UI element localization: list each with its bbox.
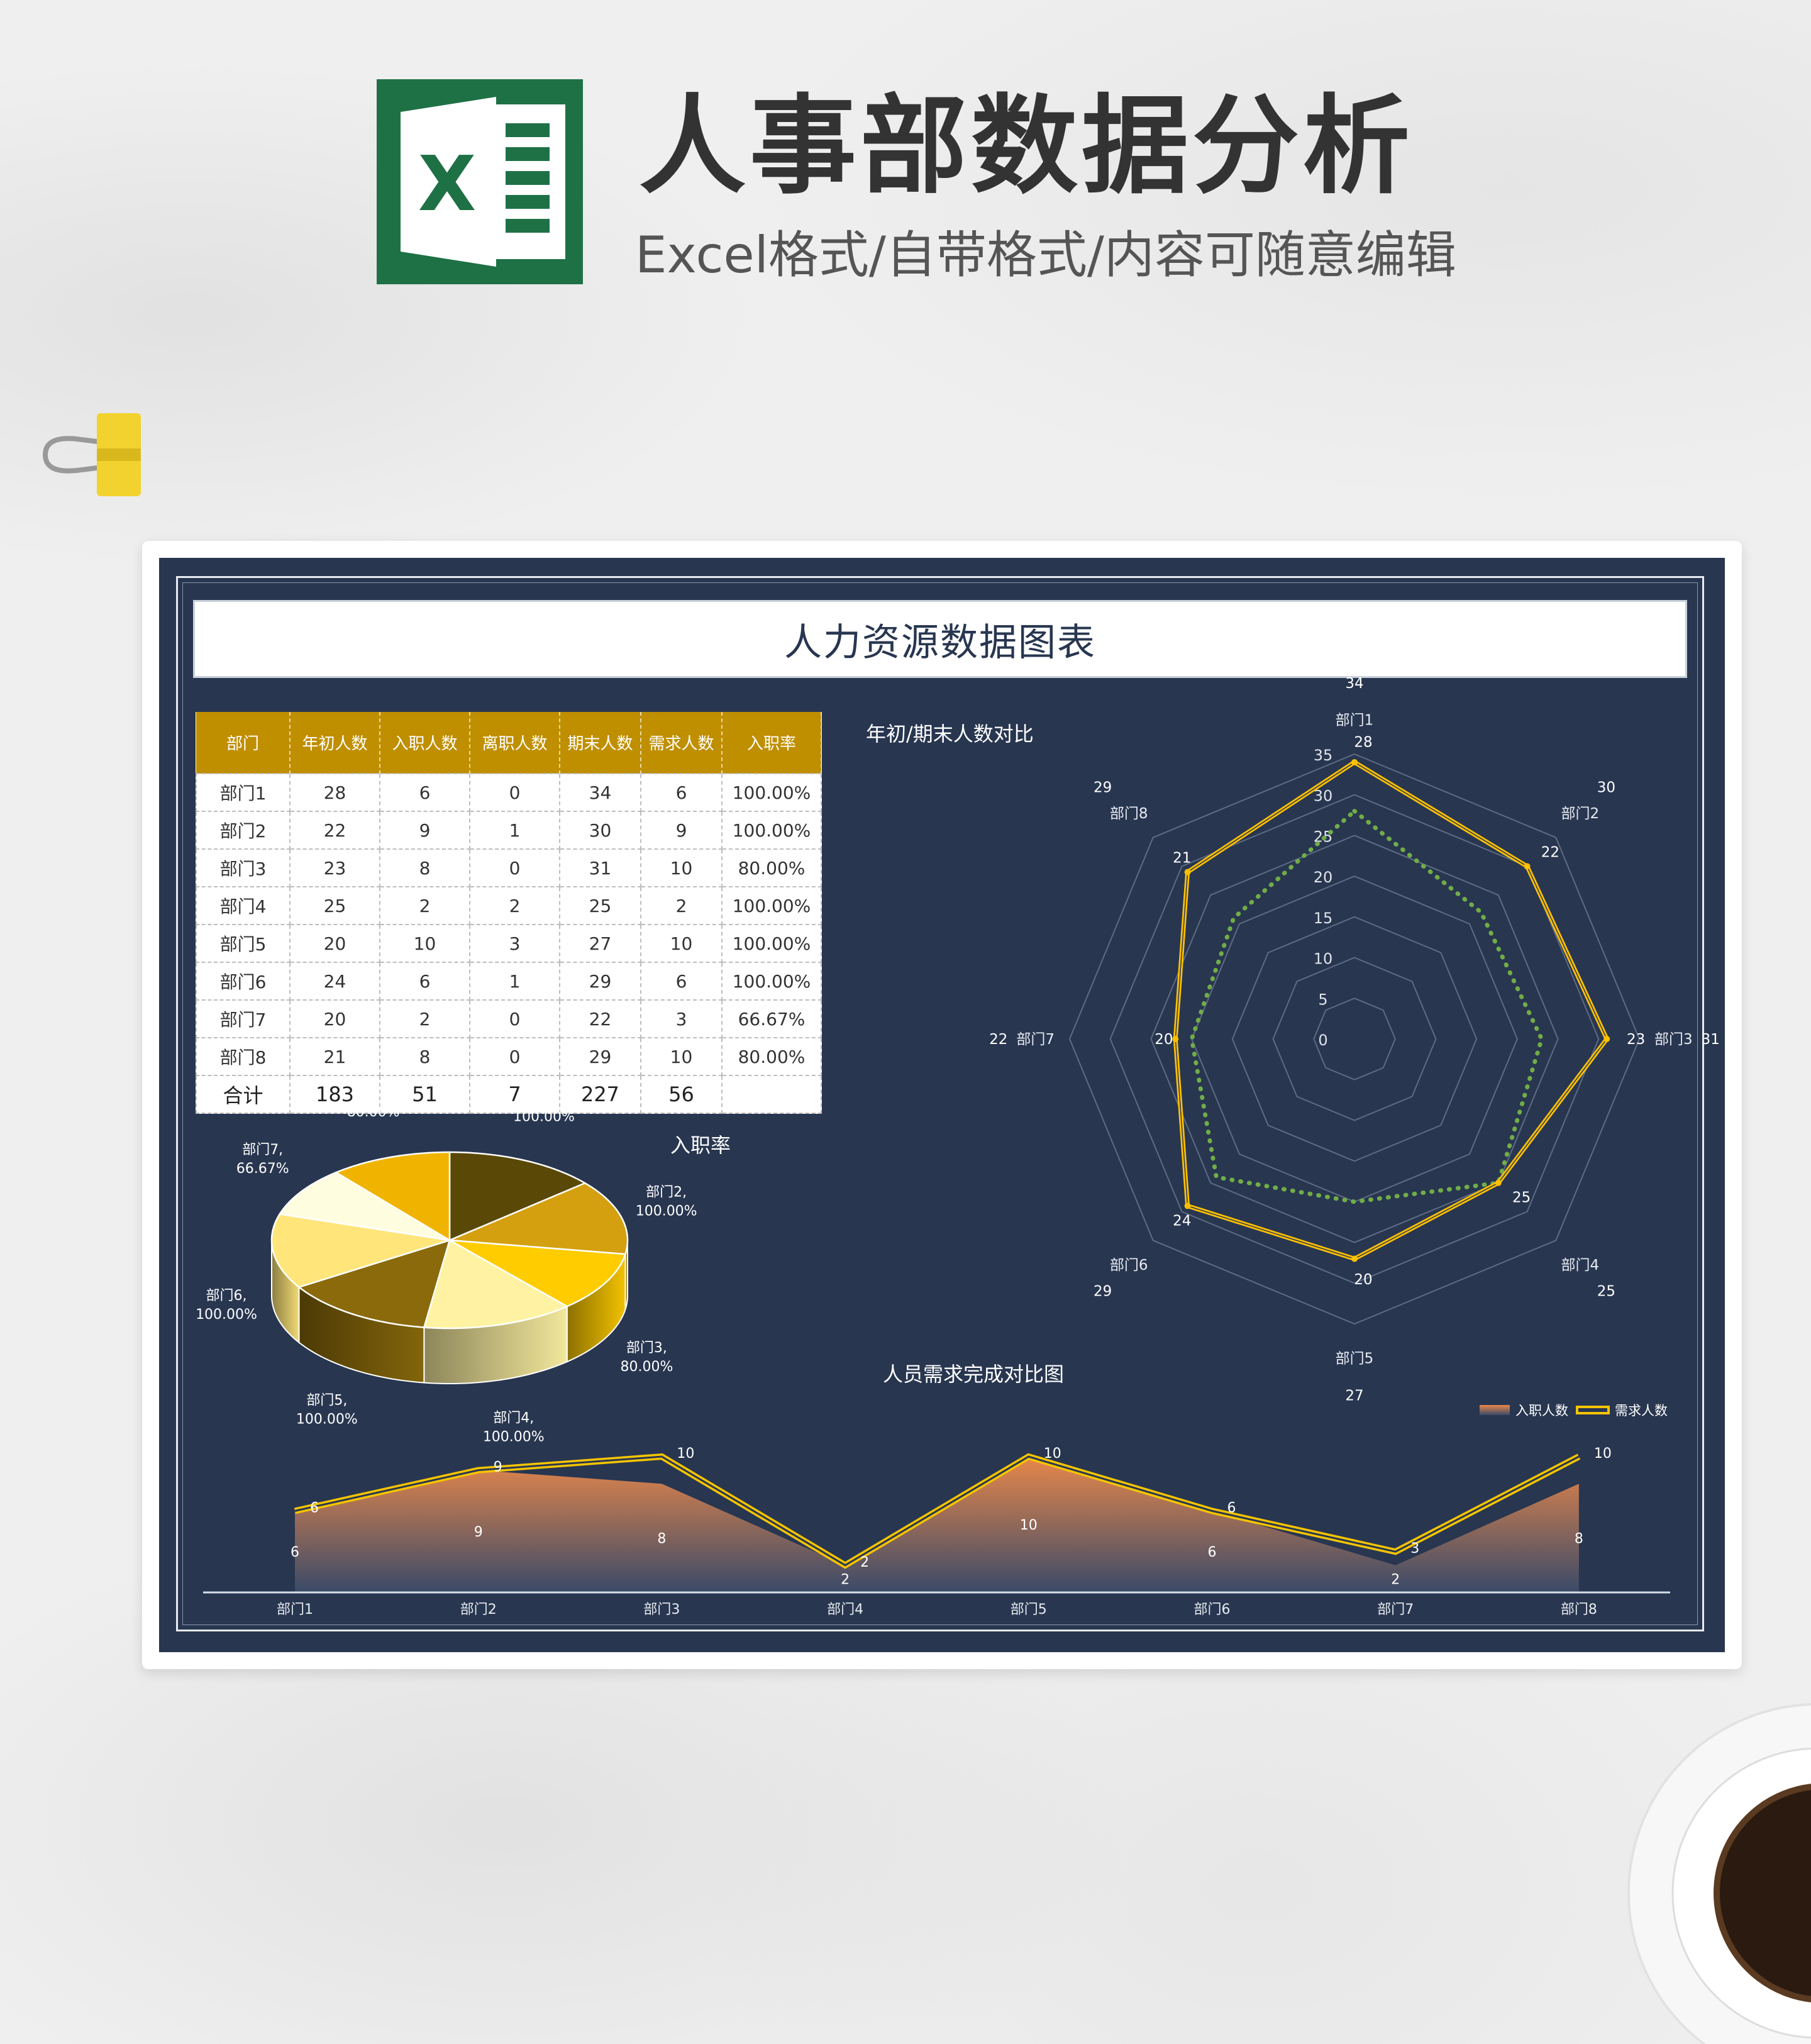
table-cell: 3 — [469, 924, 560, 963]
table-cell: 9 — [379, 811, 470, 850]
table-cell: 22 — [559, 999, 641, 1038]
total-cell: 合计 — [196, 1075, 291, 1114]
table-cell: 0 — [469, 999, 560, 1038]
table-cell: 6 — [640, 773, 723, 812]
table-row: 部门4 25 2 2 25 2 100.00% — [196, 886, 822, 925]
table-cell: 0 — [469, 848, 560, 887]
table-cell: 25 — [289, 886, 380, 925]
table-cell: 6 — [379, 962, 470, 1001]
table-row: 部门7 20 2 0 22 3 66.67% — [196, 999, 822, 1038]
table-cell: 100.00% — [721, 962, 822, 1001]
table-cell: 9 — [640, 811, 723, 850]
hr-data-table: 部门 年初人数 入职人数 离职人数 期末人数 需求人数 入职率 部门1 28 6 0 34 6 100.… — [196, 712, 822, 1114]
table-cell: 部门1 — [196, 773, 291, 812]
coffee-cup-icon — [1627, 1703, 1811, 2044]
table-cell: 部门4 — [196, 886, 291, 925]
total-cell: 227 — [559, 1075, 641, 1114]
table-cell: 0 — [469, 1037, 560, 1076]
table-cell: 10 — [379, 924, 470, 963]
binder-clip-icon — [43, 413, 141, 496]
table-cell: 100.00% — [721, 924, 822, 963]
table-row: 部门1 28 6 0 34 6 100.00% — [196, 773, 822, 812]
total-cell: 7 — [469, 1075, 560, 1114]
table-cell: 22 — [289, 811, 380, 850]
table-cell: 10 — [640, 848, 723, 887]
table-cell: 2 — [379, 886, 470, 925]
table-cell: 部门7 — [196, 999, 291, 1038]
table-cell: 6 — [379, 773, 470, 812]
table-cell: 25 — [559, 886, 641, 925]
total-cell — [721, 1075, 822, 1114]
column-header: 部门 — [196, 712, 291, 774]
column-header: 离职人数 — [470, 712, 560, 774]
total-cell: 51 — [379, 1075, 470, 1114]
column-header: 期末人数 — [560, 712, 641, 774]
total-cell: 183 — [289, 1075, 380, 1114]
table-total-row: 合计 183 51 7 227 56 — [196, 1075, 822, 1114]
column-header: 入职人数 — [380, 712, 470, 774]
table-cell: 2 — [379, 999, 470, 1038]
panel-border — [176, 576, 1704, 1631]
total-cell: 56 — [640, 1075, 723, 1114]
table-cell: 1 — [469, 811, 560, 850]
dashboard-title-box: 人力资源数据图表 — [193, 600, 1687, 678]
table-cell: 8 — [379, 1037, 470, 1076]
table-cell: 100.00% — [721, 886, 822, 925]
table-cell: 29 — [559, 1037, 641, 1076]
table-cell: 部门3 — [196, 848, 291, 887]
area-chart-title: 人员需求完成对比图 — [883, 1362, 1065, 1386]
table-header-row: 部门 年初人数 入职人数 离职人数 期末人数 需求人数 入职率 — [196, 712, 822, 774]
panel-border-inner — [182, 582, 1698, 1625]
table-cell: 10 — [640, 924, 723, 963]
table-cell: 2 — [640, 886, 723, 925]
table-row: 部门8 21 8 0 29 10 80.00% — [196, 1037, 822, 1076]
table-cell: 80.00% — [721, 1037, 822, 1076]
table-cell: 23 — [289, 848, 380, 887]
table-cell: 部门5 — [196, 924, 291, 963]
table-row: 部门3 23 8 0 31 10 80.00% — [196, 848, 822, 887]
table-cell: 100.00% — [721, 773, 822, 812]
table-cell: 24 — [289, 962, 380, 1001]
table-row: 部门6 24 6 1 29 6 100.00% — [196, 962, 822, 1001]
dashboard-title: 人力资源数据图表 — [784, 620, 1096, 665]
column-header: 入职率 — [722, 712, 822, 774]
table-cell: 10 — [640, 1037, 723, 1076]
table-cell: 1 — [469, 962, 560, 1001]
page-title: 人事部数据分析 — [639, 84, 1414, 209]
table-cell: 8 — [379, 848, 470, 887]
column-header: 年初人数 — [290, 712, 380, 774]
page-subtitle: Excel格式/自带格式/内容可随意编辑 — [635, 226, 1456, 284]
table-cell: 28 — [289, 773, 380, 812]
logo-letter: X — [418, 141, 477, 228]
table-cell: 部门2 — [196, 811, 291, 850]
table-cell: 3 — [640, 999, 723, 1038]
table-cell: 2 — [469, 886, 560, 925]
table-cell: 20 — [289, 999, 380, 1038]
table-cell: 27 — [559, 924, 641, 963]
column-header: 需求人数 — [641, 712, 723, 774]
table-row: 部门5 20 10 3 27 10 100.00% — [196, 924, 822, 963]
table-cell: 部门6 — [196, 962, 291, 1001]
table-cell: 100.00% — [721, 811, 822, 850]
pie-chart-title: 入职率 — [670, 1133, 731, 1157]
excel-logo: X — [377, 79, 583, 284]
table-row: 部门2 22 9 1 30 9 100.00% — [196, 811, 822, 850]
table-cell: 部门8 — [196, 1037, 291, 1076]
table-cell: 80.00% — [721, 848, 822, 887]
table-cell: 0 — [469, 773, 560, 812]
table-cell: 29 — [559, 962, 641, 1001]
table-cell: 31 — [559, 848, 641, 887]
table-cell: 20 — [289, 924, 380, 963]
table-cell: 30 — [559, 811, 641, 850]
radar-chart-title: 年初/期末人数对比 — [866, 722, 1034, 746]
table-cell: 66.67% — [721, 999, 822, 1038]
table-cell: 21 — [289, 1037, 380, 1076]
table-cell: 6 — [640, 962, 723, 1001]
table-cell: 34 — [559, 773, 641, 812]
